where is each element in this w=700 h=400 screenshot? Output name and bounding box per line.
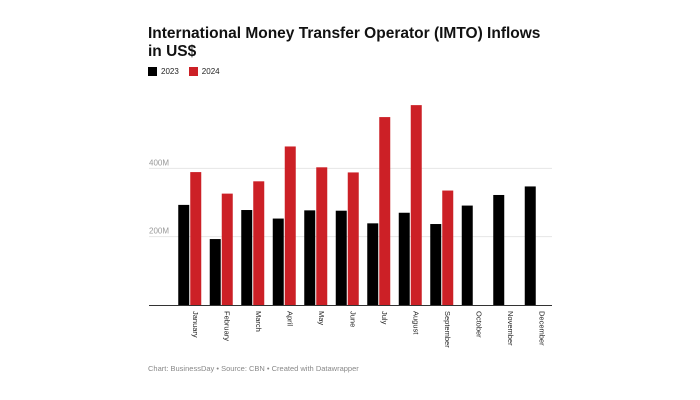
chart-footer: Chart: BusinessDay • Source: CBN • Creat…: [148, 364, 359, 373]
bar-2023-october: [461, 205, 473, 305]
legend-item-2023: 2023: [148, 67, 179, 76]
bar-2023-june: [335, 210, 347, 305]
bar-2023-september: [430, 224, 442, 305]
bar-2024-may: [316, 167, 328, 305]
x-tick-label-september: September: [443, 311, 452, 348]
legend-swatch-2023: [148, 67, 157, 76]
bar-2023-july: [367, 223, 379, 305]
x-tick-label-january: January: [191, 311, 200, 338]
x-tick-label-december: December: [537, 311, 546, 346]
x-tick-label-october: October: [474, 311, 483, 338]
bar-2024-april: [284, 146, 296, 305]
bar-2023-april: [272, 218, 284, 305]
bar-2023-january: [178, 204, 190, 305]
chart-title: International Money Transfer Operator (I…: [148, 25, 541, 60]
bar-2023-march: [241, 210, 253, 305]
bar-2024-september: [442, 190, 454, 305]
bar-2024-march: [253, 181, 265, 305]
x-axis-labels: January February March April May June July Augu…: [191, 311, 547, 348]
bar-2024-february: [221, 193, 233, 305]
bar-2023-december: [524, 186, 536, 305]
x-tick-label-april: April: [285, 311, 294, 326]
bar-2024-july: [379, 117, 391, 305]
x-tick-label-august: August: [411, 311, 420, 335]
x-tick-label-march: March: [254, 311, 263, 332]
bar-2024-june: [347, 172, 359, 305]
x-tick-label-november: November: [506, 311, 515, 346]
bar-2024-january: [190, 172, 202, 305]
bar-2023-november: [493, 194, 505, 305]
legend-swatch-2024: [188, 67, 198, 76]
legend-label-2023: 2023: [161, 67, 179, 76]
legend-item-2024: 2024: [188, 67, 220, 76]
x-tick-label-june: June: [348, 311, 357, 327]
bar-2023-august: [398, 212, 410, 305]
bar-2024-august: [410, 105, 422, 305]
legend: 2023 2024: [148, 67, 220, 76]
bars: [178, 105, 536, 305]
y-tick-label: 200M: [149, 227, 169, 236]
y-tick-label: 400M: [149, 158, 169, 167]
y-axis-labels: 200M 400M: [149, 158, 169, 235]
x-tick-label-july: July: [380, 311, 389, 325]
bar-2023-february: [209, 239, 221, 305]
bar-2023-may: [304, 210, 316, 305]
x-tick-label-may: May: [317, 311, 326, 325]
x-tick-label-february: February: [222, 311, 231, 341]
legend-label-2024: 2024: [201, 67, 220, 76]
